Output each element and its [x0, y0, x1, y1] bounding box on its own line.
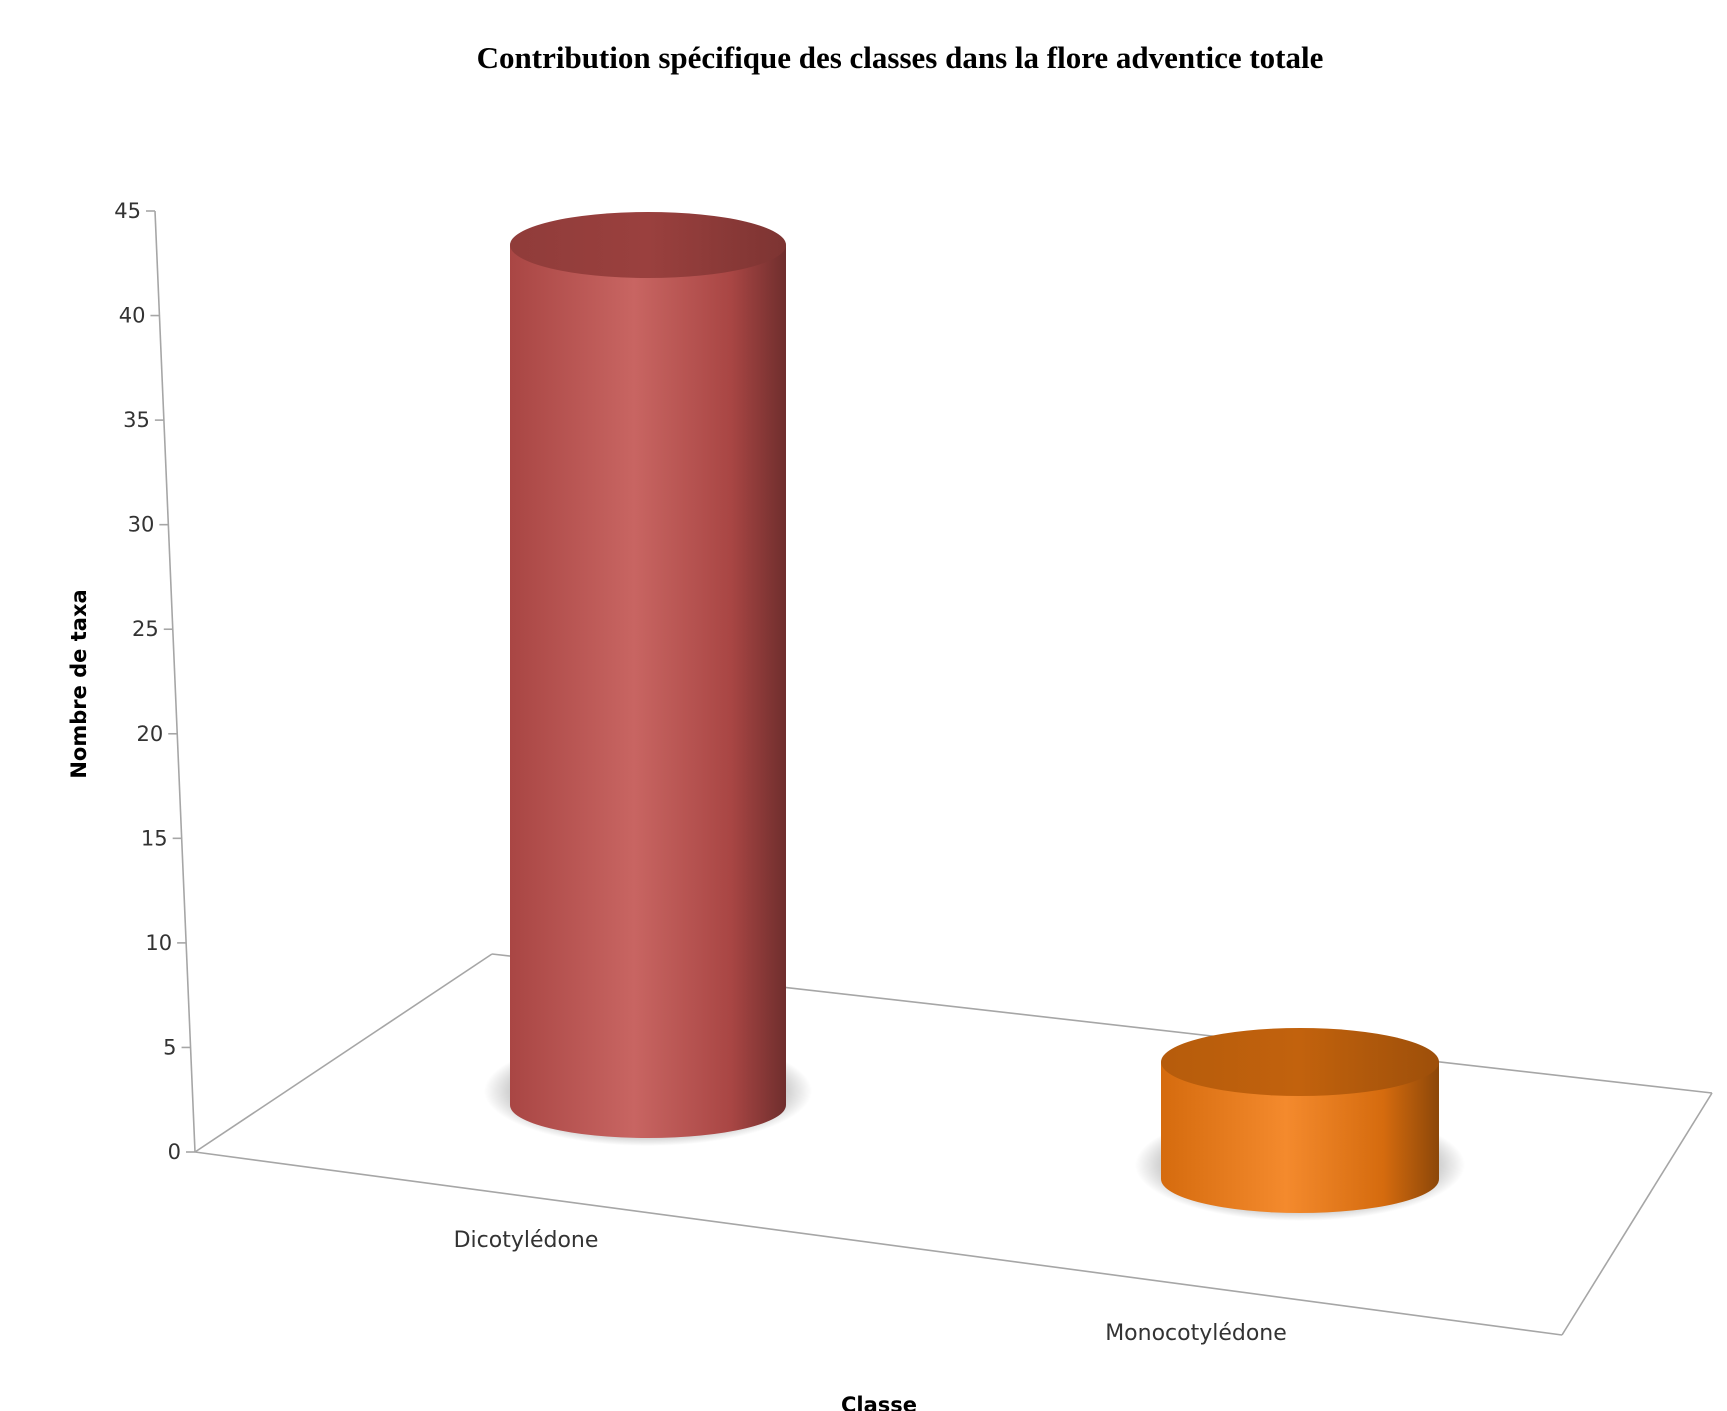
bar-body	[1161, 1062, 1439, 1213]
x-tick-label: Monocotylédone	[1105, 1321, 1287, 1346]
floor-back-left-edge	[194, 953, 493, 1153]
bar-2	[1135, 1028, 1465, 1221]
y-axis-title: Nombre de taxa	[67, 589, 91, 778]
bar-1	[484, 212, 812, 1146]
y-tick-label: 15	[141, 826, 168, 850]
bars	[484, 212, 1465, 1221]
y-tick-label: 35	[123, 408, 150, 432]
y-axis-line	[154, 210, 196, 1153]
x-tick-label: Dicotylédone	[454, 1228, 599, 1253]
y-tick-label: 20	[136, 722, 163, 746]
chart-title: Contribution spécifique des classes dans…	[477, 40, 1324, 75]
category-labels: Dicotylédone Monocotylédone	[454, 1228, 1287, 1346]
bar-body	[510, 245, 786, 1138]
bar-top	[510, 212, 786, 278]
floor-right-edge	[1561, 1092, 1713, 1336]
y-tick-label: 10	[145, 931, 172, 955]
x-axis-title: Classe	[841, 1393, 917, 1411]
y-tick-label: 45	[114, 199, 141, 223]
y-tick-label: 25	[132, 617, 159, 641]
bar-top	[1161, 1028, 1439, 1096]
floor-plane	[194, 953, 1713, 1336]
y-tick-label: 30	[128, 513, 155, 537]
y-tick-label: 40	[119, 304, 146, 328]
y-tick-label: 0	[168, 1140, 181, 1164]
y-axis: 0 5 10 15 20 25 30 35 40 45	[114, 199, 196, 1164]
floor-front-edge	[194, 1151, 1563, 1336]
y-tick-label: 5	[163, 1035, 176, 1059]
